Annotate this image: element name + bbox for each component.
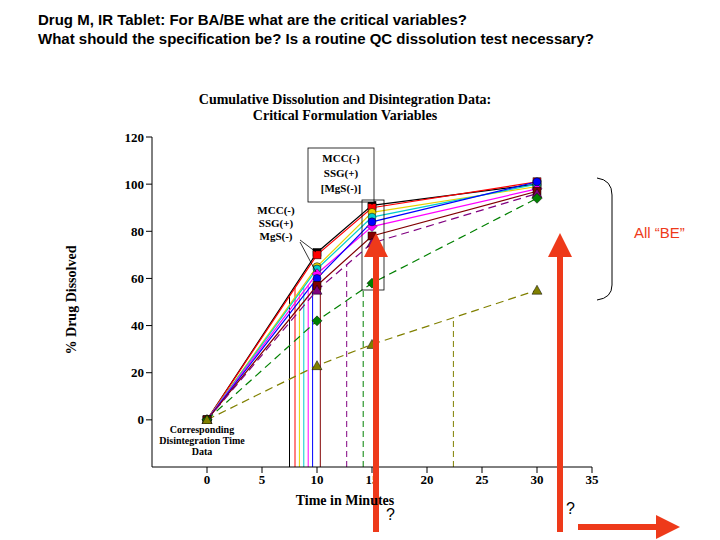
html-text:SSG(+): SSG(+): [323, 167, 359, 179]
svg-text:25: 25: [476, 472, 490, 487]
html-text:[MgS(-)]: [MgS(-)]: [320, 182, 362, 194]
svg-text:40: 40: [131, 318, 144, 333]
svg-text:30: 30: [531, 472, 544, 487]
html-text:Data: Data: [191, 446, 213, 457]
svg-text:0: 0: [204, 472, 211, 487]
html-text:Critical Formulation Variables: Critical Formulation Variables: [252, 108, 438, 123]
svg-text:0: 0: [138, 412, 145, 427]
svg-text:80: 80: [131, 224, 144, 239]
svg-text:120: 120: [125, 130, 145, 145]
svg-text:10: 10: [311, 472, 324, 487]
svg-text:35: 35: [586, 472, 600, 487]
svg-text:20: 20: [421, 472, 434, 487]
svg-text:20: 20: [131, 365, 144, 380]
html-text:MgS(-): MgS(-): [259, 230, 293, 242]
html-text:Corresponding: Corresponding: [169, 424, 235, 435]
html-text:Disintegration Time: Disintegration Time: [159, 435, 245, 446]
html-text:Time in Minutes: Time in Minutes: [295, 493, 395, 508]
svg-text:5: 5: [259, 472, 266, 487]
svg-text:60: 60: [131, 271, 144, 286]
html-text:SSG(+): SSG(+): [258, 217, 294, 229]
html-text:% Drug Dissolved: % Drug Dissolved: [64, 245, 79, 355]
html-text:All “BE”: All “BE”: [634, 224, 685, 241]
html-text:What should the specification: What should the specification be? Is a r…: [38, 30, 594, 47]
html-text:Cumulative Dissolution and Dis: Cumulative Dissolution and Disintegratio…: [198, 92, 492, 107]
html-text:MCC(-): MCC(-): [257, 204, 295, 216]
html-text:Drug M, IR Tablet: For BA/BE w: Drug M, IR Tablet: For BA/BE what are th…: [38, 11, 467, 28]
svg-text:100: 100: [125, 177, 145, 192]
svg-text:15: 15: [366, 472, 380, 487]
html-text:MCC(-): MCC(-): [322, 152, 360, 164]
